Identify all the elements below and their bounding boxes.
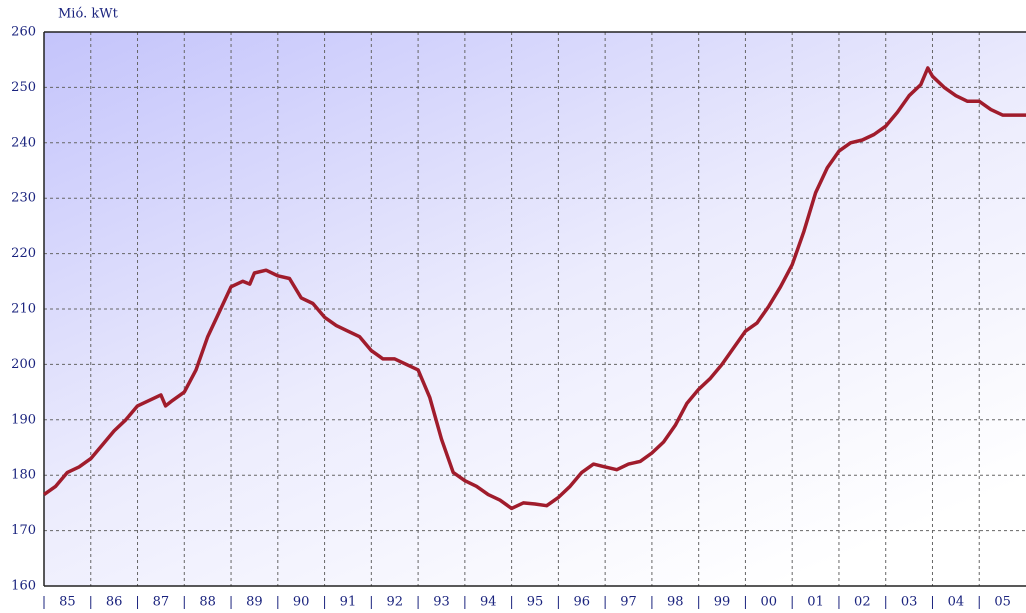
- y-tick-label: 190: [11, 412, 36, 427]
- x-tick-label: 89: [246, 595, 263, 610]
- x-tick-label: 99: [714, 595, 731, 610]
- x-tick-label: 04: [948, 595, 965, 610]
- x-tick-label: 93: [433, 595, 450, 610]
- y-tick-label: 240: [11, 135, 36, 150]
- x-tick-label: 92: [386, 595, 403, 610]
- y-tick-label: 200: [11, 357, 36, 372]
- y-tick-label: 230: [11, 191, 36, 206]
- x-tick-label: 90: [293, 595, 310, 610]
- x-tick-label: 85: [59, 595, 76, 610]
- y-tick-label: 160: [11, 579, 36, 594]
- x-tick-label: 01: [807, 595, 824, 610]
- x-tick-label: 88: [199, 595, 216, 610]
- x-tick-label: 05: [994, 595, 1011, 610]
- x-tick-label: 02: [854, 595, 871, 610]
- x-tick-label: 86: [106, 595, 123, 610]
- y-tick-label: 260: [11, 25, 36, 40]
- x-tick-label: 94: [480, 595, 497, 610]
- x-tick-label: 87: [153, 595, 170, 610]
- x-tick-label: 95: [527, 595, 544, 610]
- y-tick-label: 220: [11, 246, 36, 261]
- y-tick-label: 250: [11, 80, 36, 95]
- data-line: [42, 66, 1026, 511]
- x-tick-label: 98: [667, 595, 684, 610]
- x-tick-label: 00: [761, 595, 778, 610]
- y-tick-label: 170: [11, 523, 36, 538]
- y-tick-label: 210: [11, 302, 36, 317]
- x-tick-label: 91: [340, 595, 357, 610]
- x-tick-label: 96: [573, 595, 590, 610]
- x-tick-label: 97: [620, 595, 637, 610]
- y-tick-label: 180: [11, 468, 36, 483]
- y-axis-label: Mió. kWt: [58, 7, 119, 22]
- x-tick-label: 03: [901, 595, 918, 610]
